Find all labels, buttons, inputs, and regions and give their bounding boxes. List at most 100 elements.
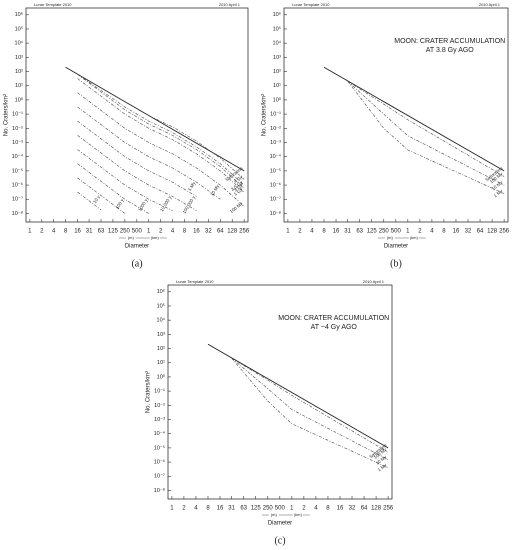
series-line (347, 80, 505, 194)
y-tick-label: 10⁻⁷ (270, 196, 281, 203)
x-tick-label: 128 (371, 506, 382, 512)
header-left: Lunar Template 2010 (176, 279, 214, 284)
y-tick-label: 10⁻⁷ (154, 473, 165, 480)
series-label: 1000 y (137, 197, 149, 212)
series-line (231, 357, 389, 460)
x-tick-label: 4 (194, 506, 198, 512)
header-left: Lunar Template 2010 (34, 2, 72, 7)
y-tick-label: 10⁻³ (154, 417, 165, 423)
series-label: 10 y (92, 194, 101, 204)
x-tick-label: 1 (28, 229, 32, 235)
y-tick-label: 10⁻⁶ (270, 182, 281, 189)
x-tick-label: 64 (217, 229, 224, 235)
panel-label: (b) (390, 258, 402, 269)
chart-subtitle: AT 3.8 Gy AGO (426, 47, 475, 54)
x-unit-label: (m) (128, 235, 135, 240)
x-unit-label: (m) (387, 235, 394, 240)
y-tick-label: 10³ (273, 55, 281, 61)
x-tick-label: 4 (314, 506, 318, 512)
y-tick-label: 10² (15, 69, 23, 75)
series-line (77, 73, 245, 180)
y-tick-label: 10⁻¹ (12, 112, 23, 118)
x-tick-label: 2 (159, 229, 163, 235)
x-tick-label: 250 (263, 506, 274, 512)
series-label: 3 Gy (233, 182, 244, 192)
x-tick-label: 2 (298, 229, 302, 235)
x-axis-label: Diameter (268, 521, 292, 527)
y-tick-label: 10⁴ (273, 40, 282, 47)
series-label: 100 My (229, 201, 244, 214)
x-tick-label: 256 (499, 229, 510, 235)
series-label: 1 My (187, 180, 197, 192)
x-tick-label: 1 (290, 506, 294, 512)
y-tick-label: 10⁻⁴ (12, 153, 24, 160)
y-tick-label: 10⁰ (273, 96, 282, 103)
y-tick-label: 10⁻⁸ (154, 487, 165, 494)
y-tick-label: 10⁻² (12, 126, 23, 132)
x-tick-label: 4 (52, 229, 56, 235)
series-label: 10 My (375, 454, 388, 466)
x-tick-label: 16 (193, 229, 200, 235)
series-line (77, 135, 197, 211)
y-tick-label: 10⁻⁸ (270, 210, 281, 217)
y-tick-label: 10⁻⁸ (12, 210, 23, 217)
x-tick-label: 1 (147, 229, 151, 235)
panel-label: (c) (274, 535, 285, 546)
series-label: 100,000 y (182, 194, 197, 214)
y-tick-label: 10² (157, 346, 165, 352)
series-line (77, 73, 245, 186)
y-tick-label: 10⁻⁵ (12, 167, 23, 174)
x-tick-label: 500 (391, 229, 402, 235)
x-tick-label: 2 (40, 229, 44, 235)
x-axis-label: Diameter (384, 244, 408, 250)
x-tick-label: 4 (430, 229, 434, 235)
x-tick-label: 8 (442, 229, 446, 235)
x-tick-label: 125 (367, 229, 378, 235)
y-tick-label: 10⁴ (15, 40, 24, 47)
series-line (77, 92, 245, 207)
x-tick-label: 125 (108, 229, 119, 235)
x-tick-label: 500 (132, 229, 143, 235)
y-tick-label: 10⁻² (270, 126, 281, 132)
x-tick-label: 16 (74, 229, 81, 235)
x-tick-label: 16 (333, 229, 340, 235)
series-label: 100 y (115, 197, 125, 210)
header-left: Lunar Template 2010 (292, 2, 330, 7)
x-tick-label: 8 (322, 229, 326, 235)
x-tick-label: 8 (183, 229, 187, 235)
x-tick-label: 63 (240, 506, 247, 512)
series-line (77, 74, 245, 189)
x-tick-label: 500 (275, 506, 286, 512)
x-tick-label: 31 (344, 229, 351, 235)
x-tick-label: 8 (64, 229, 68, 235)
y-tick-label: 10⁻⁶ (12, 182, 23, 189)
y-tick-label: 10² (273, 69, 281, 75)
series-line (77, 191, 102, 211)
series-line (65, 66, 245, 172)
x-tick-label: 1 (406, 229, 410, 235)
x-tick-label: 16 (337, 506, 344, 512)
series-line (231, 357, 389, 453)
y-tick-label: 10⁻¹ (154, 389, 165, 395)
series-label: 10,000 y (159, 194, 173, 212)
y-tick-label: 10⁶ (157, 288, 165, 295)
x-tick-label: 31 (86, 229, 93, 235)
x-tick-label: 31 (228, 506, 235, 512)
series-line (231, 357, 389, 468)
series-line (347, 80, 505, 177)
x-tick-label: 32 (349, 506, 356, 512)
header-right: 2010 April 1 (219, 2, 241, 7)
x-tick-label: 125 (251, 506, 262, 512)
x-tick-label: 1 (286, 229, 290, 235)
y-tick-label: 10⁶ (273, 11, 281, 18)
series-line (347, 80, 505, 186)
y-tick-label: 10⁻⁴ (154, 430, 166, 437)
x-unit-label: (m) (271, 512, 278, 517)
y-axis-label: No. Craters/km² (146, 371, 152, 413)
y-tick-label: 10¹ (273, 83, 281, 89)
panel-label: (a) (131, 258, 142, 269)
chart-title: MOON: CRATER ACCUMULATION (394, 38, 505, 45)
series-label: 10 My (491, 179, 504, 191)
